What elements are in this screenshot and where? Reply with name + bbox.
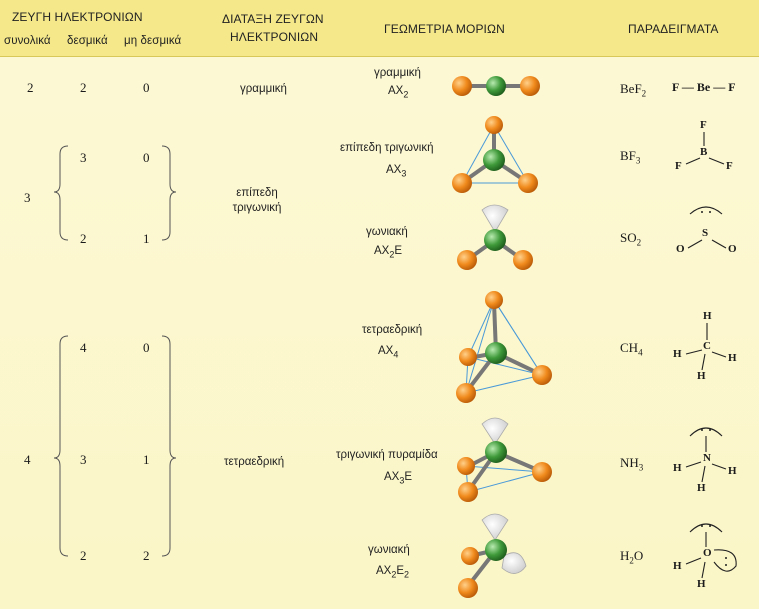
bf3-ligand-right: F (726, 160, 733, 172)
left-brace-group3 (53, 145, 69, 241)
row5-geometry: τριγωνική πυραμίδα (336, 449, 438, 461)
row6-nonbonding: 2 (143, 548, 150, 563)
header-examples: ΠΑΡΑΔΕΙΓΜΑΤΑ (628, 22, 719, 36)
row5-example: NH3 (620, 455, 644, 473)
bf3-ligand-top: F (700, 119, 707, 131)
row1-formula: AX2 (388, 85, 409, 100)
model-linear (452, 76, 540, 96)
row6-example: H2O (620, 548, 644, 566)
row1-bonding: 2 (80, 80, 87, 95)
lewis-bonds (685, 132, 737, 579)
row6-formula: AX2E2 (376, 565, 410, 580)
h2o-ligand-bottom: H (697, 578, 706, 590)
ch4-center: C (703, 340, 711, 352)
ch4-ligand-bottom: H (697, 370, 706, 382)
group3-total: 3 (24, 190, 31, 205)
row6-bonding: 2 (80, 548, 87, 563)
so2-center: S (702, 227, 709, 239)
group3-arrangement: επίπεδη τριγωνική (232, 187, 282, 214)
row2-formula: AX3 (386, 164, 407, 179)
header-arrangement-line1: ΔΙΑΤΑΞΗ ΖΕΥΓΩΝ (222, 12, 324, 26)
ligand-atom (452, 76, 472, 96)
left-brace-group4 (53, 335, 69, 557)
so2-ligand-left: O (676, 243, 685, 255)
model-trigonal-planar (452, 116, 538, 193)
model-bent-ax2e2 (458, 513, 527, 598)
ch4-ligand-left: H (673, 348, 682, 360)
bf3-ligand-left: F (675, 160, 682, 172)
nh3-ligand-right: H (728, 465, 737, 477)
row6-geometry: γωνιακή (368, 544, 410, 556)
row5-formula: AX3E (384, 471, 413, 486)
ch4-ligand-top: H (703, 310, 712, 322)
row2-nonbonding: 0 (143, 150, 150, 165)
ligand-atom (520, 76, 540, 96)
table-body (0, 57, 759, 609)
row2-bonding: 3 (80, 150, 87, 165)
row1-nonbonding: 0 (143, 80, 150, 95)
row4-bonding: 4 (80, 340, 87, 355)
model-tetrahedral (456, 291, 552, 403)
row3-nonbonding: 1 (143, 231, 150, 246)
header-arrangement-line2: ΗΛΕΚΤΡΟΝΙΩΝ (230, 30, 319, 44)
central-atom (486, 76, 506, 96)
ch4-ligand-right: H (728, 352, 737, 364)
header-divider (0, 56, 759, 57)
nh3-center: N (703, 452, 711, 464)
row2-example: BF3 (620, 148, 641, 166)
right-brace-group3 (161, 145, 177, 241)
row1-arrangement: γραμμική (240, 83, 287, 95)
lone-pair-lobe (481, 204, 509, 233)
so2-ligand-right: O (728, 243, 737, 255)
header-nonbonding: μη δεσμικά (124, 35, 182, 47)
group4-arrangement: τετραεδρική (224, 456, 285, 468)
row3-geometry: γωνιακή (366, 226, 408, 238)
model-bent-ax2e (457, 204, 533, 270)
row1-total: 2 (27, 80, 34, 95)
lewis-dots (701, 211, 727, 566)
nh3-ligand-bottom: H (697, 482, 706, 494)
row1-geometry: γραμμική (374, 67, 421, 79)
h2o-ligand-left: H (673, 560, 682, 572)
row3-formula: AX2E (374, 245, 403, 260)
row3-example: SO2 (620, 230, 642, 248)
right-brace-group4 (161, 335, 177, 557)
h2o-center: O (703, 547, 712, 559)
header-total: συνολικά (4, 35, 51, 47)
row4-formula: AX4 (378, 345, 399, 360)
header-geometry: ΓΕΩΜΕΤΡΙΑ ΜΟΡΙΩΝ (384, 22, 505, 36)
row1-example: BeF2 (620, 81, 647, 99)
model-trigonal-pyramid (457, 417, 552, 502)
nh3-ligand-left: H (673, 462, 682, 474)
row4-nonbonding: 0 (143, 340, 150, 355)
row4-geometry: τετραεδρική (362, 324, 423, 336)
bf3-center: B (700, 146, 708, 158)
row5-bonding: 3 (80, 452, 87, 467)
row4-example: CH4 (620, 340, 643, 358)
table-header (0, 0, 759, 56)
header-electron-pairs: ΖΕΥΓΗ ΗΛΕΚΤΡΟΝΙΩΝ (12, 10, 143, 24)
row5-nonbonding: 1 (143, 452, 150, 467)
row3-bonding: 2 (80, 231, 87, 246)
group4-total: 4 (24, 452, 31, 467)
header-bonding: δεσμικά (67, 35, 108, 47)
row2-geometry: επίπεδη τριγωνική (340, 142, 434, 154)
bef2-lewis: F — Be — F (672, 80, 736, 94)
